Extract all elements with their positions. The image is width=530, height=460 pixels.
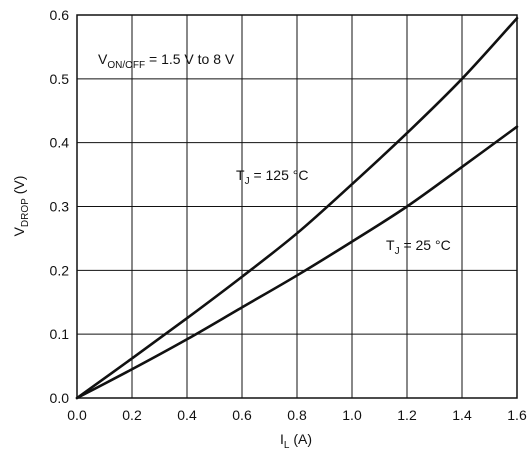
- y-tick-label: 0.5: [50, 71, 70, 87]
- x-tick-label: 0.2: [122, 407, 142, 423]
- y-tick-label: 0.6: [50, 7, 70, 23]
- annotation-von-off: VON/OFF = 1.5 V to 8 V: [98, 51, 235, 71]
- y-tick-labels: 0.0 0.1 0.2 0.3 0.4 0.5 0.6: [50, 7, 70, 406]
- y-axis-label: VDROP (V): [11, 176, 31, 237]
- x-tick-label: 1.4: [452, 407, 472, 423]
- y-tick-label: 0.4: [50, 135, 70, 151]
- x-tick-label: 0.0: [67, 407, 87, 423]
- x-axis-label: IL (A): [280, 431, 312, 451]
- y-tick-label: 0.1: [50, 326, 70, 342]
- series-line-tj-125: [75, 16, 519, 400]
- x-tick-label: 1.0: [342, 407, 362, 423]
- x-tick-label: 1.2: [397, 407, 417, 423]
- x-tick-label: 0.6: [232, 407, 252, 423]
- y-tick-label: 0.0: [50, 390, 70, 406]
- grid-lines: [77, 15, 517, 398]
- plot-frame: [76, 14, 518, 399]
- annotation-tj-25: TJ = 25 °C: [386, 237, 451, 257]
- x-tick-label: 1.6: [507, 407, 527, 423]
- x-tick-label: 0.4: [177, 407, 197, 423]
- series-lines: [75, 16, 519, 400]
- annotation-tj-125: TJ = 125 °C: [236, 167, 308, 187]
- series-line-tj-25: [75, 125, 519, 400]
- x-tick-label: 0.8: [287, 407, 307, 423]
- y-tick-label: 0.3: [50, 199, 70, 215]
- x-tick-labels: 0.0 0.2 0.4 0.6 0.8 1.0 1.2 1.4 1.6: [67, 407, 527, 423]
- y-tick-label: 0.2: [50, 262, 70, 278]
